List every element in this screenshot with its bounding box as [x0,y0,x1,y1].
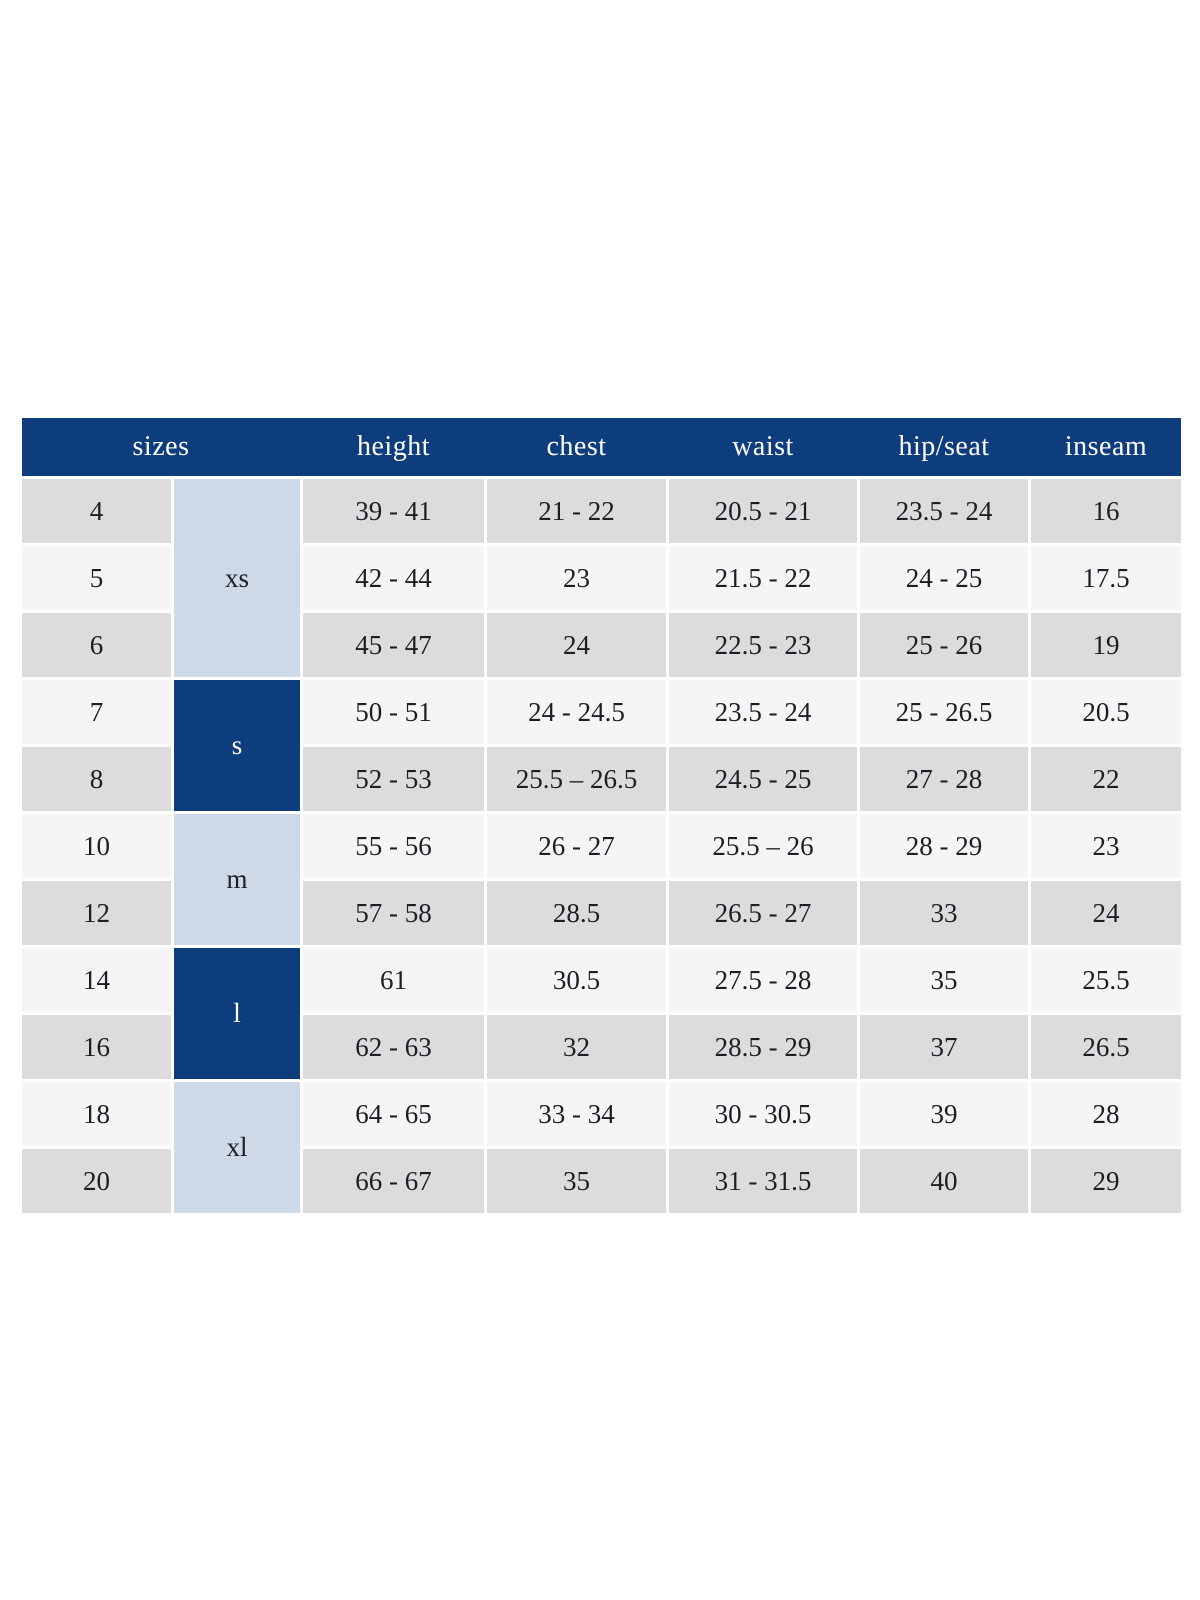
cell-hip-seat: 25 - 26 [860,613,1028,677]
cell-hip-seat: 33 [860,881,1028,945]
cell-chest: 24 [487,613,666,677]
cell-hip-seat: 35 [860,948,1028,1012]
cell-waist: 21.5 - 22 [669,546,857,610]
cell-waist: 24.5 - 25 [669,747,857,811]
cell-inseam: 26.5 [1031,1015,1181,1079]
cell-height: 52 - 53 [303,747,484,811]
cell-inseam: 24 [1031,881,1181,945]
group-cell-s: s [174,680,300,811]
cell-waist: 23.5 - 24 [669,680,857,744]
cell-inseam: 28 [1031,1082,1181,1146]
cell-hip-seat: 25 - 26.5 [860,680,1028,744]
cell-chest: 28.5 [487,881,666,945]
cell-size: 5 [22,546,171,610]
header-sizes: sizes [132,431,190,462]
header-inseam: inseam [1064,431,1148,462]
group-cell-xs: xs [174,479,300,677]
header-hip-seat: hip/seat [898,431,990,462]
cell-height: 66 - 67 [303,1149,484,1213]
cell-size: 4 [22,479,171,543]
cell-inseam: 16 [1031,479,1181,543]
cell-height: 64 - 65 [303,1082,484,1146]
cell-inseam: 20.5 [1031,680,1181,744]
cell-height: 57 - 58 [303,881,484,945]
header-waist: waist [732,431,794,462]
cell-size: 12 [22,881,171,945]
cell-chest: 33 - 34 [487,1082,666,1146]
cell-height: 45 - 47 [303,613,484,677]
cell-inseam: 17.5 [1031,546,1181,610]
group-cell-xl: xl [174,1082,300,1213]
header-chest: chest [546,431,607,462]
cell-waist: 25.5 – 26 [669,814,857,878]
cell-chest: 26 - 27 [487,814,666,878]
cell-size: 20 [22,1149,171,1213]
cell-inseam: 22 [1031,747,1181,811]
cell-chest: 30.5 [487,948,666,1012]
group-cell-m: m [174,814,300,945]
header-height: height [357,431,430,462]
cell-chest: 35 [487,1149,666,1213]
cell-chest: 25.5 – 26.5 [487,747,666,811]
cell-chest: 21 - 22 [487,479,666,543]
cell-hip-seat: 39 [860,1082,1028,1146]
cell-inseam: 25.5 [1031,948,1181,1012]
cell-size: 10 [22,814,171,878]
cell-chest: 32 [487,1015,666,1079]
cell-waist: 31 - 31.5 [669,1149,857,1213]
cell-hip-seat: 23.5 - 24 [860,479,1028,543]
cell-hip-seat: 27 - 28 [860,747,1028,811]
cell-waist: 20.5 - 21 [669,479,857,543]
cell-height: 62 - 63 [303,1015,484,1079]
cell-inseam: 19 [1031,613,1181,677]
size-chart-table: sizes height chest waist hip/seat inseam… [22,418,1181,1213]
cell-hip-seat: 24 - 25 [860,546,1028,610]
cell-size: 16 [22,1015,171,1079]
group-cell-l: l [174,948,300,1079]
cell-waist: 22.5 - 23 [669,613,857,677]
cell-inseam: 23 [1031,814,1181,878]
cell-size: 8 [22,747,171,811]
cell-height: 55 - 56 [303,814,484,878]
cell-chest: 23 [487,546,666,610]
cell-height: 50 - 51 [303,680,484,744]
cell-waist: 28.5 - 29 [669,1015,857,1079]
cell-size: 14 [22,948,171,1012]
cell-height: 61 [303,948,484,1012]
cell-size: 6 [22,613,171,677]
cell-height: 39 - 41 [303,479,484,543]
cell-waist: 26.5 - 27 [669,881,857,945]
cell-hip-seat: 28 - 29 [860,814,1028,878]
cell-chest: 24 - 24.5 [487,680,666,744]
table-header-row: sizes height chest waist hip/seat inseam [22,418,1181,476]
cell-hip-seat: 37 [860,1015,1028,1079]
cell-waist: 30 - 30.5 [669,1082,857,1146]
cell-height: 42 - 44 [303,546,484,610]
cell-waist: 27.5 - 28 [669,948,857,1012]
cell-size: 18 [22,1082,171,1146]
cell-size: 7 [22,680,171,744]
cell-hip-seat: 40 [860,1149,1028,1213]
cell-inseam: 29 [1031,1149,1181,1213]
